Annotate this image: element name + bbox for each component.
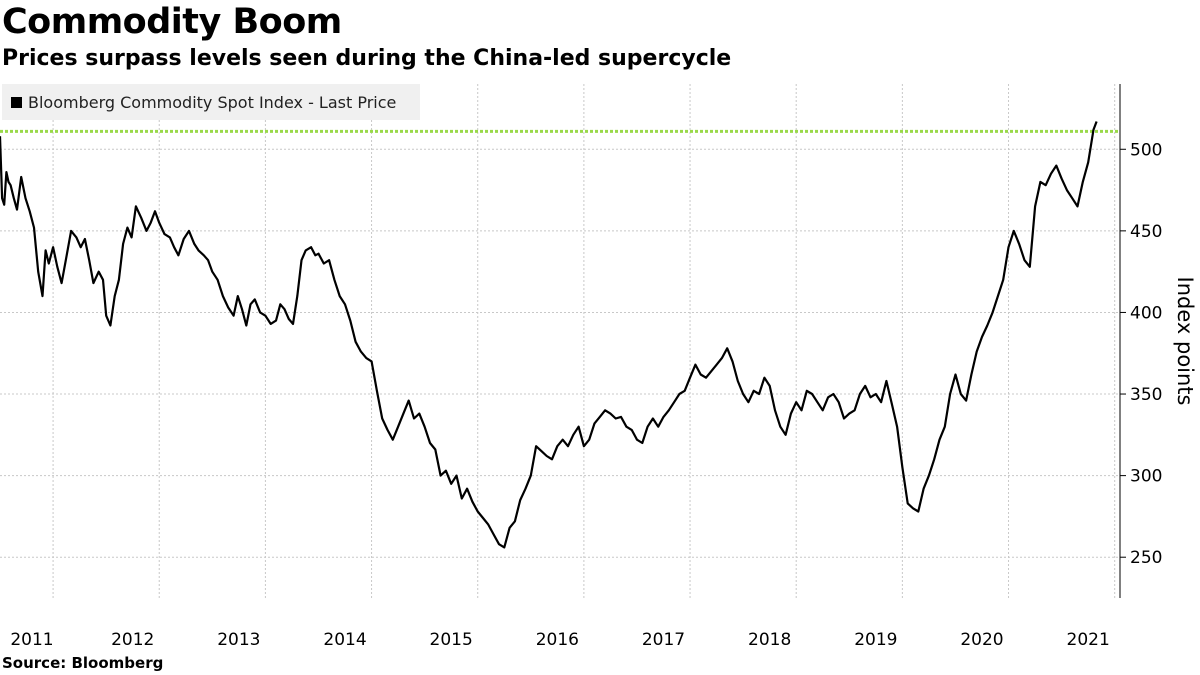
y-tick-label: 450 [1130,222,1162,242]
y-axis-title: Index points [1173,277,1197,406]
source-note: Source: Bloomberg [2,654,164,672]
series-line [0,121,1098,549]
x-tick-label: 2014 [323,630,366,650]
y-tick-label: 250 [1130,548,1162,568]
chart-title: Commodity Boom [2,2,342,42]
x-tick-label: 2015 [430,630,473,650]
x-tick-label: 2013 [217,630,260,650]
x-tick-label: 2021 [1067,630,1110,650]
x-tick-label: 2020 [960,630,1003,650]
y-tick-label: 300 [1130,467,1162,487]
chart-subtitle: Prices surpass levels seen during the Ch… [2,46,732,71]
x-tick-label: 2019 [854,630,897,650]
y-tick-label: 400 [1130,303,1162,323]
x-tick-label: 2012 [111,630,154,650]
legend-swatch [11,96,22,108]
legend: Bloomberg Commodity Spot Index - Last Pr… [2,84,420,120]
x-tick-label: 2017 [642,630,685,650]
x-tick-label: 2016 [536,630,579,650]
y-tick-label: 500 [1130,140,1162,160]
x-tick-label: 2011 [10,630,53,650]
y-tick-label: 350 [1130,385,1162,405]
x-tick-label: 2018 [748,630,791,650]
legend-label: Bloomberg Commodity Spot Index - Last Pr… [28,92,397,112]
